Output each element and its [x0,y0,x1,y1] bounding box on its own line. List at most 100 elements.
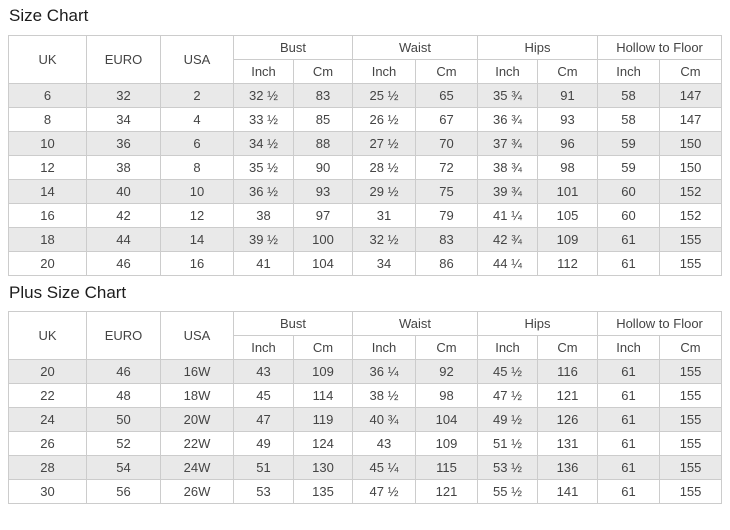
table-cell: 83 [292,83,354,108]
table-cell: 61 [597,359,661,384]
table-cell: 61 [597,383,661,408]
table-cell: 6 [8,83,87,108]
table-cell: 109 [537,227,599,252]
unit-header-hollow-inch: Inch [597,59,661,84]
table-cell: 61 [597,227,661,252]
table-cell: 34 [86,107,161,132]
table-cell: 16 [160,251,234,276]
table-cell: 16W [160,359,234,384]
table-cell: 24W [160,455,234,480]
table-cell: 61 [597,455,661,480]
column-header-uk: UK [8,35,87,84]
group-header-hips: Hips [477,311,599,336]
table-cell: 93 [292,179,354,204]
table-cell: 35 ¾ [477,83,539,108]
table-cell: 130 [292,455,354,480]
table-cell: 14 [160,227,234,252]
table-cell: 32 [86,83,161,108]
table-cell: 155 [659,455,723,480]
table-cell: 155 [659,431,723,456]
unit-header-waist-cm: Cm [415,59,479,84]
table-cell: 60 [597,203,661,228]
table-cell: 150 [659,131,723,156]
size-chart-section: Size Chart UK EURO USA Bust Waist Hips H… [8,0,723,276]
table-cell: 98 [415,383,479,408]
table-cell: 39 ½ [233,227,294,252]
plus-size-chart-section: Plus Size Chart UK EURO USA Bust Waist H… [8,276,723,504]
table-cell: 60 [597,179,661,204]
table-cell: 8 [160,155,234,180]
table-cell: 147 [659,83,723,108]
table-cell: 10 [8,131,87,156]
table-cell: 61 [597,431,661,456]
table-cell: 35 ½ [233,155,294,180]
table-cell: 22W [160,431,234,456]
table-cell: 25 ½ [352,83,417,108]
table-cell: 36 [86,131,161,156]
unit-header-hips-inch: Inch [477,59,539,84]
table-cell: 38 [233,203,294,228]
table-cell: 150 [659,155,723,180]
table-cell: 40 [86,179,161,204]
table-cell: 96 [537,131,599,156]
table-cell: 47 ½ [477,383,539,408]
table-cell: 32 ½ [233,83,294,108]
table-cell: 90 [292,155,354,180]
table-cell: 22 [8,383,87,408]
table-cell: 41 [233,251,294,276]
table-cell: 38 ¾ [477,155,539,180]
table-cell: 47 [233,407,294,432]
table-cell: 6 [160,131,234,156]
table-row: 10 36 6 34 ½ 88 27 ½ 70 37 ¾ 96 59 150 [8,131,723,156]
unit-header-row: Inch Cm Inch Cm Inch Cm Inch Cm [9,59,723,84]
table-cell: 58 [597,83,661,108]
table-cell: 121 [415,479,479,504]
table-cell: 112 [537,251,599,276]
table-cell: 45 ¼ [352,455,417,480]
table-cell: 70 [415,131,479,156]
column-header-usa: USA [160,35,234,84]
table-cell: 85 [292,107,354,132]
table-cell: 8 [8,107,87,132]
table-cell: 46 [86,359,161,384]
table-cell: 61 [597,251,661,276]
table-cell: 136 [537,455,599,480]
table-cell: 51 ½ [477,431,539,456]
table-cell: 29 ½ [352,179,417,204]
table-cell: 43 [233,359,294,384]
unit-header-hips-cm: Cm [537,335,599,360]
table-row: 22 48 18W 45 114 38 ½ 98 47 ½ 121 61 155 [8,383,723,408]
table-cell: 155 [659,407,723,432]
table-cell: 45 ½ [477,359,539,384]
table-cell: 12 [8,155,87,180]
table-cell: 67 [415,107,479,132]
table-cell: 93 [537,107,599,132]
unit-header-hollow-inch: Inch [597,335,661,360]
table-cell: 31 [352,203,417,228]
table-cell: 49 ½ [477,407,539,432]
table-cell: 72 [415,155,479,180]
table-cell: 100 [292,227,354,252]
table-cell: 97 [292,203,354,228]
table-cell: 135 [292,479,354,504]
table-row: 14 40 10 36 ½ 93 29 ½ 75 39 ¾ 101 60 152 [8,179,723,204]
group-header-hollow-to-floor: Hollow to Floor [597,311,723,336]
table-cell: 115 [415,455,479,480]
table-cell: 65 [415,83,479,108]
table-cell: 28 [8,455,87,480]
table-cell: 155 [659,479,723,504]
table-cell: 51 [233,455,294,480]
group-header-waist: Waist [352,35,479,60]
table-cell: 39 ¾ [477,179,539,204]
table-cell: 43 [352,431,417,456]
table-cell: 53 [233,479,294,504]
table-cell: 88 [292,131,354,156]
table-row: 20 46 16 41 104 34 86 44 ¼ 112 61 155 [8,251,723,276]
unit-header-bust-inch: Inch [233,335,294,360]
table-cell: 59 [597,131,661,156]
table-cell: 86 [415,251,479,276]
table-cell: 104 [292,251,354,276]
table-cell: 52 [86,431,161,456]
table-cell: 58 [597,107,661,132]
table-cell: 38 ½ [352,383,417,408]
